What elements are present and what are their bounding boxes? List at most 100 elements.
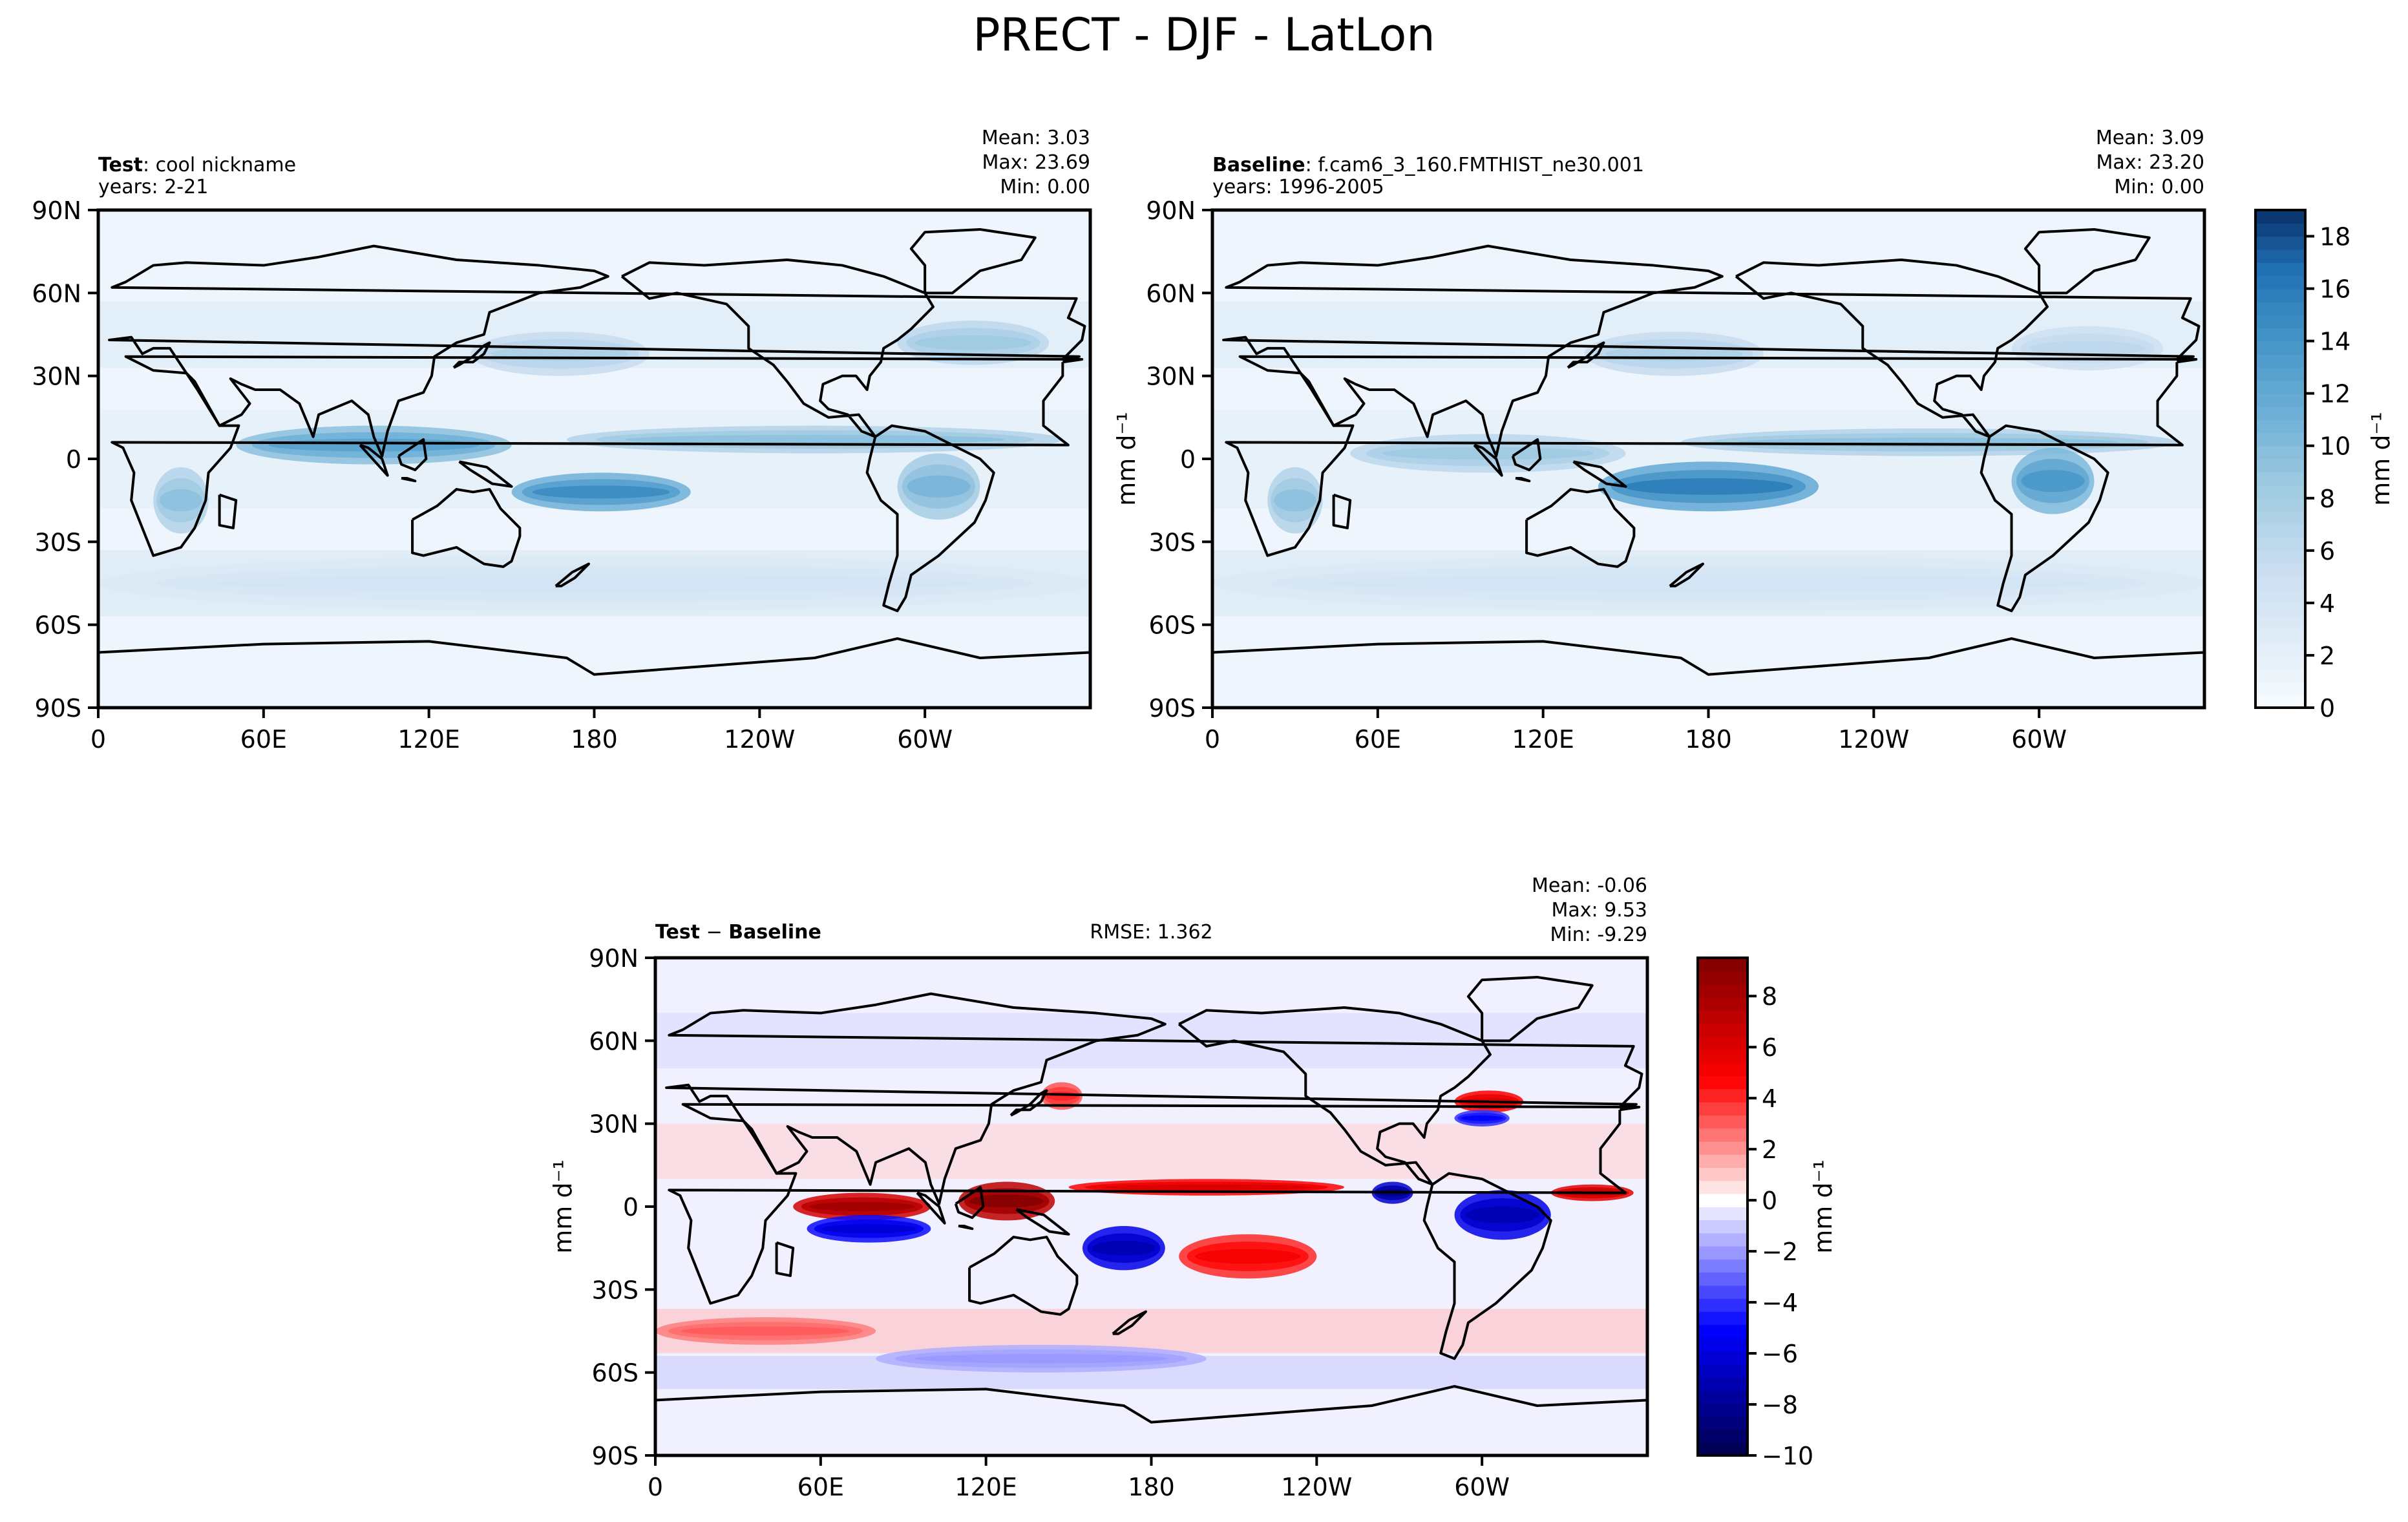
anomaly-band (1046, 1091, 1078, 1101)
title-bold2: Baseline (728, 921, 821, 944)
colorbar-segment (1698, 1364, 1748, 1378)
x-tick-label: 120W (1281, 1473, 1352, 1501)
colorbar-segment (2255, 681, 2305, 695)
coastline (1422, 1172, 1552, 1360)
precip-band (1328, 574, 2089, 593)
y-tick-label: 60S (592, 1359, 639, 1388)
colorbar-segment (2255, 210, 2305, 224)
colorbar-tick-label: 6 (2319, 537, 2335, 565)
x-tick-label: 60E (797, 1473, 844, 1501)
precip-band (907, 475, 971, 498)
colorbar-segment (2255, 236, 2305, 250)
coastline (1015, 1208, 1070, 1236)
colorbar-segment (1698, 1141, 1748, 1155)
coastline (1980, 424, 2109, 613)
colorbar-tick-label: 4 (2319, 589, 2335, 618)
x-tick-label: 60E (240, 725, 287, 754)
coastline (1473, 443, 1503, 477)
precip-band (1623, 478, 1793, 495)
coastline (865, 424, 995, 613)
colorbar-segment (2255, 275, 2305, 290)
colorbar-segment (2255, 406, 2305, 421)
colorbar-segment (2255, 668, 2305, 682)
precip-band (214, 574, 975, 593)
coastline (1009, 1089, 1048, 1117)
colorbar-tick-label: −4 (1762, 1289, 1798, 1317)
colorbar-segment (1698, 1193, 1748, 1207)
x-tick-label: 60W (897, 725, 953, 754)
colorbar-segment (1698, 1324, 1748, 1338)
colorbar-tick-label: −10 (1762, 1442, 1813, 1470)
coastline (1212, 637, 2204, 708)
colorbar-segment (1698, 1049, 1748, 1063)
x-tick-label: 60W (1454, 1473, 1510, 1501)
x-tick-label: 120E (397, 725, 460, 754)
coastline (401, 476, 417, 483)
colorbar-tick-label: 14 (2319, 328, 2350, 356)
coastline (958, 1224, 974, 1231)
test-panel-title: Test: cool nickname (98, 154, 296, 176)
precip-band (268, 438, 480, 452)
precip-colorbar: 0 2 4 6 8 10 12 14 16 18 mm d⁻¹ (2254, 209, 2395, 723)
coastline (1225, 355, 2198, 557)
colorbar-segment (1698, 1416, 1748, 1430)
colorbar-frame (1696, 957, 1749, 1457)
anomaly-band (821, 1224, 917, 1234)
title-mid: − (700, 921, 728, 944)
coastline (1332, 493, 1352, 529)
coastline (775, 1241, 795, 1277)
y-tick-label: 90N (589, 944, 639, 973)
coastline (111, 355, 1084, 557)
y-axis-label: mm d⁻¹ (549, 1159, 577, 1254)
stat-2: Min: 0.00 (1000, 176, 1090, 198)
colorbar-label: mm d⁻¹ (2367, 412, 2395, 506)
colorbar-tick-label: 4 (1762, 1084, 1777, 1113)
precip-band (2029, 341, 2146, 356)
colorbar-segment (2255, 459, 2305, 473)
coastline (1466, 975, 1594, 1042)
x-tick-label: 0 (1205, 725, 1220, 754)
colorbar-segment (1698, 1272, 1748, 1286)
x-tick-label: 120E (955, 1473, 1017, 1501)
coastline (98, 637, 1090, 708)
colorbar-tick-label: 18 (2319, 223, 2350, 251)
anomaly-band (809, 1201, 915, 1212)
title-rest: : cool nickname (143, 154, 296, 176)
colorbar-segment (1698, 971, 1748, 985)
coastline (916, 1191, 946, 1225)
colorbar-segment (1698, 1220, 1748, 1234)
colorbar-segment (2255, 616, 2305, 630)
x-tick-label: 120W (1838, 725, 1909, 754)
y-tick-label: 30S (35, 528, 81, 556)
colorbar-segment (2255, 432, 2305, 447)
y-tick-label: 0 (623, 1193, 639, 1221)
precip-band (532, 485, 670, 499)
colorbar-segment (1698, 1337, 1748, 1351)
x-tick-label: 60E (1355, 725, 1401, 754)
colorbar-tick-label: −2 (1762, 1238, 1798, 1266)
anomaly-field (655, 958, 1647, 1455)
colorbar-segment (1698, 1390, 1748, 1404)
colorbar-segment (1698, 1442, 1748, 1456)
rmse-label: RMSE: 1.362 (1090, 921, 1212, 944)
baseline-map-panel: 0 60E 120E 180 120W 60W 90N 60N 30N 0 30S 60S 90S Bas… (1112, 127, 2206, 754)
colorbar-segment (2255, 223, 2305, 237)
colorbar-segment (2255, 380, 2305, 394)
colorbar-segment (2255, 301, 2305, 315)
precip-band (1274, 489, 1316, 512)
y-tick-label: 0 (1180, 445, 1196, 474)
colorbar-segment (1698, 1036, 1748, 1050)
y-tick-label: 30S (592, 1276, 639, 1304)
x-tick-label: 180 (571, 725, 618, 754)
colorbar-segment (2255, 315, 2305, 329)
colorbar-segment (2255, 537, 2305, 551)
colorbar-tick-label: 0 (1762, 1187, 1777, 1215)
colorbar-segment (1698, 1429, 1748, 1443)
colorbar-segment (2255, 328, 2305, 342)
x-tick-label: 0 (90, 725, 106, 754)
difference-colorbar: −10 −8 −6 −4 −2 0 2 4 6 8 mm d⁻¹ (1696, 957, 1837, 1470)
y-tick-label: 30N (1146, 363, 1196, 391)
coastline (1669, 562, 1704, 587)
baseline-panel-subtitle: years: 1996-2005 (1212, 176, 1384, 198)
coastline (968, 1236, 1079, 1316)
